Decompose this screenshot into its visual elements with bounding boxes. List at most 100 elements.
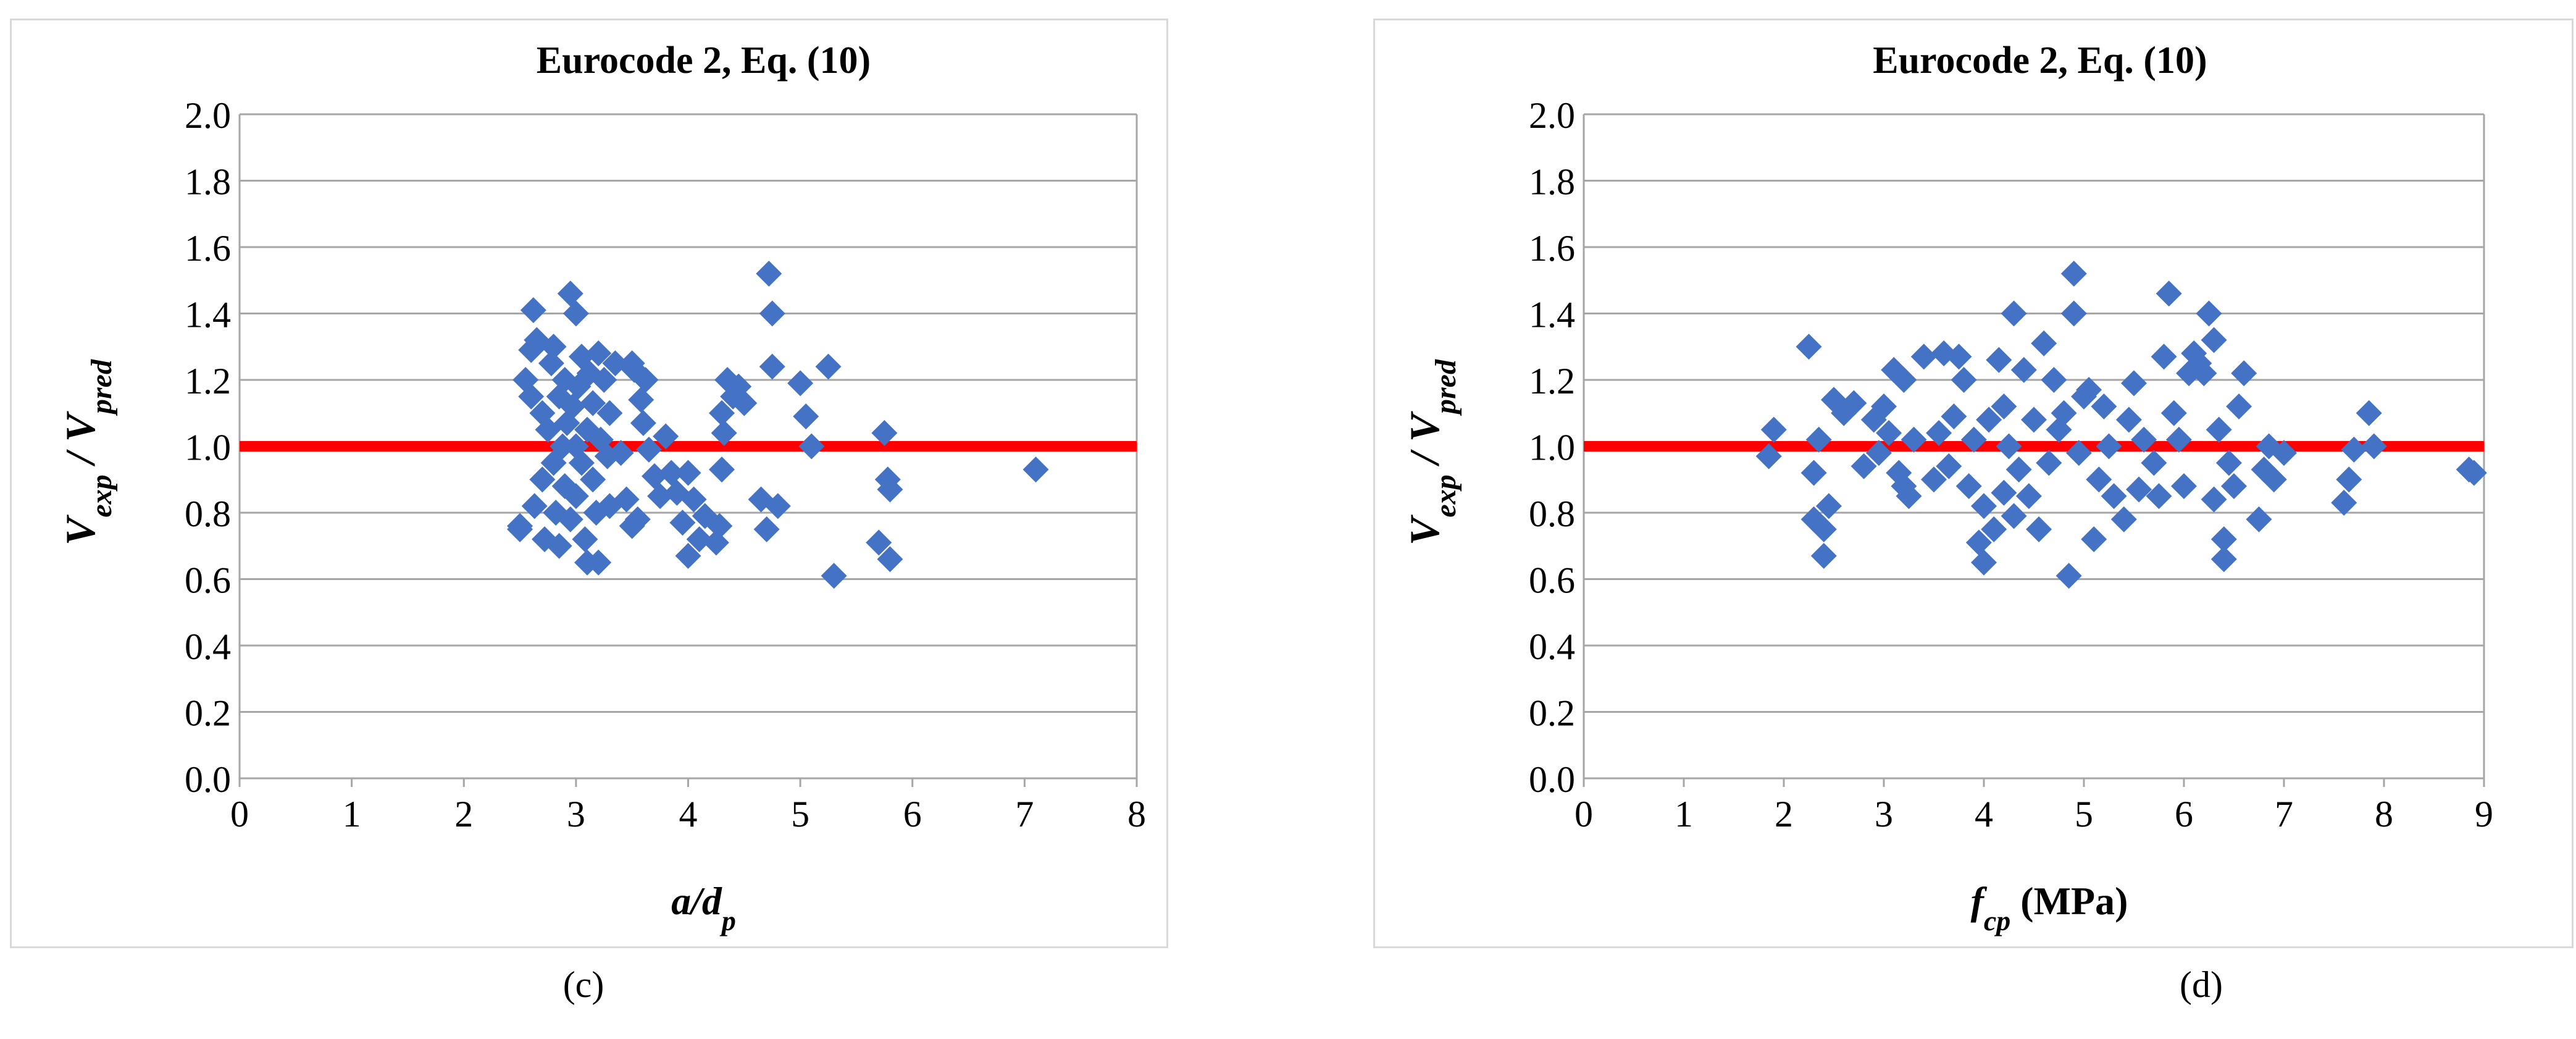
data-point (2156, 280, 2182, 307)
x-tick-label: 2 (1775, 794, 1793, 835)
data-point (2160, 400, 2187, 426)
data-point (1981, 516, 2007, 542)
y-tick-label: 1.8 (1529, 162, 1575, 203)
data-point (1810, 516, 1837, 542)
x-tick-label: 5 (791, 794, 809, 835)
data-point (711, 420, 737, 446)
data-point (2101, 483, 2127, 510)
data-point (1886, 460, 1912, 486)
data-point (815, 353, 842, 380)
data-point (2171, 473, 2197, 499)
data-point (680, 486, 707, 513)
y-tick-label: 1.6 (1529, 228, 1575, 269)
data-point (798, 433, 825, 460)
data-point (2146, 483, 2172, 510)
chart-title: Eurocode 2, Eq. (10) (537, 40, 871, 82)
y-tick-label: 1.0 (185, 427, 231, 468)
data-point (2001, 503, 2027, 529)
data-point (1810, 542, 1837, 569)
data-point (1991, 479, 2017, 506)
data-point (2086, 466, 2112, 493)
y-tick-label: 0.8 (1529, 494, 1575, 534)
data-point (1971, 549, 1997, 576)
x-tick-label: 9 (2475, 794, 2493, 835)
x-axis-label: a/dp (671, 879, 736, 936)
data-point (1951, 367, 1977, 393)
data-point (708, 400, 735, 426)
data-point (1896, 483, 1922, 510)
data-point (1860, 406, 1887, 433)
y-tick-label: 0.8 (185, 494, 231, 534)
data-point (1871, 393, 1897, 419)
data-point (540, 334, 567, 360)
x-tick-label: 7 (2275, 794, 2293, 835)
data-point (2015, 483, 2042, 510)
data-point (2055, 563, 2082, 589)
data-point (2041, 367, 2067, 393)
data-point (580, 466, 606, 493)
data-point (753, 516, 780, 542)
y-tick-label: 1.4 (185, 295, 231, 335)
data-point (2165, 426, 2192, 453)
data-point (1965, 529, 1992, 556)
y-tick-label: 0.2 (1529, 693, 1575, 734)
data-point (2341, 436, 2367, 463)
y-axis-label: Vexp / Vpred (1401, 359, 1462, 545)
data-point (585, 549, 612, 576)
y-tick-label: 2.0 (185, 95, 231, 136)
data-point (1901, 426, 1927, 453)
scatter-chart-d: 0.0 0.2 0.4 0.6 0.8 1.0 1.2 1.4 1.6 1.8 2.0 0 1 2 3 4 5 6… (1401, 40, 2493, 936)
data-point (546, 532, 572, 559)
data-point (2251, 456, 2277, 483)
x-tick-label: 1 (343, 794, 361, 835)
data-point (521, 493, 548, 520)
x-tick-label: 6 (2175, 794, 2193, 835)
data-point (635, 436, 662, 463)
data-point (706, 513, 733, 539)
data-point (529, 466, 556, 493)
data-point (520, 297, 546, 324)
data-point (1996, 433, 2022, 460)
data-point (2210, 546, 2237, 573)
data-point (1921, 466, 1947, 493)
data-point (2115, 406, 2142, 433)
data-point (1936, 453, 1962, 479)
x-tick-label: 4 (679, 794, 698, 835)
x-tick-label: 8 (2375, 794, 2393, 835)
data-point (2191, 360, 2217, 387)
data-point (877, 476, 903, 503)
y-tick-label: 0.4 (185, 626, 231, 667)
data-point (2121, 370, 2147, 397)
data-point (2361, 433, 2387, 460)
data-point (1800, 506, 1827, 532)
data-point (1971, 493, 1997, 520)
data-point (703, 529, 729, 556)
data-point (1926, 420, 1952, 446)
y-tick-label: 1.0 (1529, 427, 1575, 468)
y-tick-label: 0.6 (1529, 560, 1575, 601)
x-tick-label: 8 (1127, 794, 1146, 835)
data-point (2131, 426, 2157, 453)
data-point (568, 450, 595, 476)
y-tick-label: 1.4 (1529, 295, 1575, 335)
data-point (596, 400, 623, 426)
chart-title: Eurocode 2, Eq. (10) (1873, 40, 2207, 82)
data-point (2231, 360, 2257, 387)
x-tick-label: 0 (1574, 794, 1593, 835)
data-point (1986, 347, 2012, 373)
x-tick-label: 4 (1975, 794, 1993, 835)
data-point (1955, 473, 1982, 499)
data-point (624, 506, 651, 532)
data-point (608, 440, 634, 466)
data-point (591, 367, 617, 393)
y-tick-label: 1.8 (185, 162, 231, 203)
data-point (2271, 440, 2297, 466)
data-point (2031, 330, 2057, 356)
data-point (1800, 460, 1827, 486)
data-point (1850, 453, 1877, 479)
data-point (2060, 300, 2087, 327)
data-point (675, 542, 701, 569)
data-point (2210, 526, 2237, 552)
x-axis-label: fcp (MPa) (1971, 879, 2128, 936)
x-tick-label: 7 (1015, 794, 1034, 835)
